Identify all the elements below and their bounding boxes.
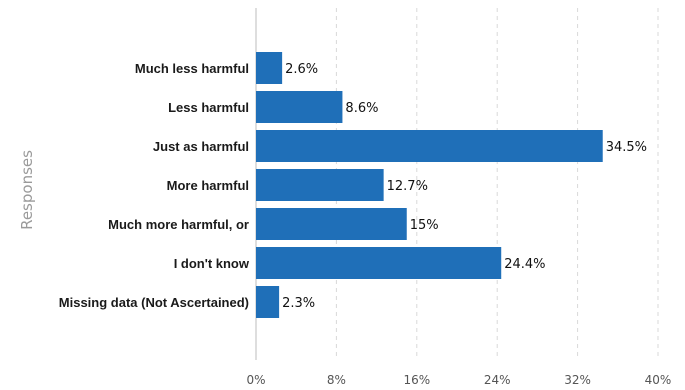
x-tick-label: 8% bbox=[327, 373, 346, 387]
category-label: Much more harmful, or bbox=[108, 217, 249, 232]
value-label: 34.5% bbox=[606, 140, 647, 155]
x-tick-label: 32% bbox=[564, 373, 591, 387]
y-axis-title: Responses bbox=[18, 150, 36, 230]
value-label: 2.6% bbox=[285, 62, 318, 77]
value-label: 24.4% bbox=[504, 257, 545, 272]
x-tick-label: 0% bbox=[246, 373, 265, 387]
value-labels: 2.6% 8.6% 34.5% 12.7% 15% 24.4% 2.3% bbox=[282, 62, 647, 311]
category-label: Much less harmful bbox=[135, 61, 249, 76]
value-label: 8.6% bbox=[345, 101, 378, 116]
value-label: 2.3% bbox=[282, 296, 315, 311]
x-tick-label: 16% bbox=[403, 373, 430, 387]
gridlines bbox=[335, 8, 659, 360]
bar bbox=[256, 169, 384, 201]
category-label: Just as harmful bbox=[153, 139, 249, 154]
category-label: I don't know bbox=[174, 256, 250, 271]
bar bbox=[256, 130, 603, 162]
category-label: Missing data (Not Ascertained) bbox=[59, 295, 249, 310]
bar bbox=[256, 208, 407, 240]
category-labels: Much less harmful Less harmful Just as har… bbox=[59, 61, 250, 310]
bar bbox=[256, 52, 283, 84]
value-label: 15% bbox=[410, 218, 439, 233]
x-tick-label: 24% bbox=[484, 373, 511, 387]
category-label: More harmful bbox=[167, 178, 249, 193]
category-label: Less harmful bbox=[168, 100, 249, 115]
tick-labels: 0% 8% 16% 24% 32% 40% bbox=[246, 373, 671, 387]
bar bbox=[256, 247, 502, 279]
x-tick-label: 40% bbox=[645, 373, 672, 387]
bar bbox=[256, 286, 280, 318]
bars bbox=[256, 52, 603, 318]
value-label: 12.7% bbox=[387, 179, 428, 194]
bar bbox=[256, 91, 343, 123]
